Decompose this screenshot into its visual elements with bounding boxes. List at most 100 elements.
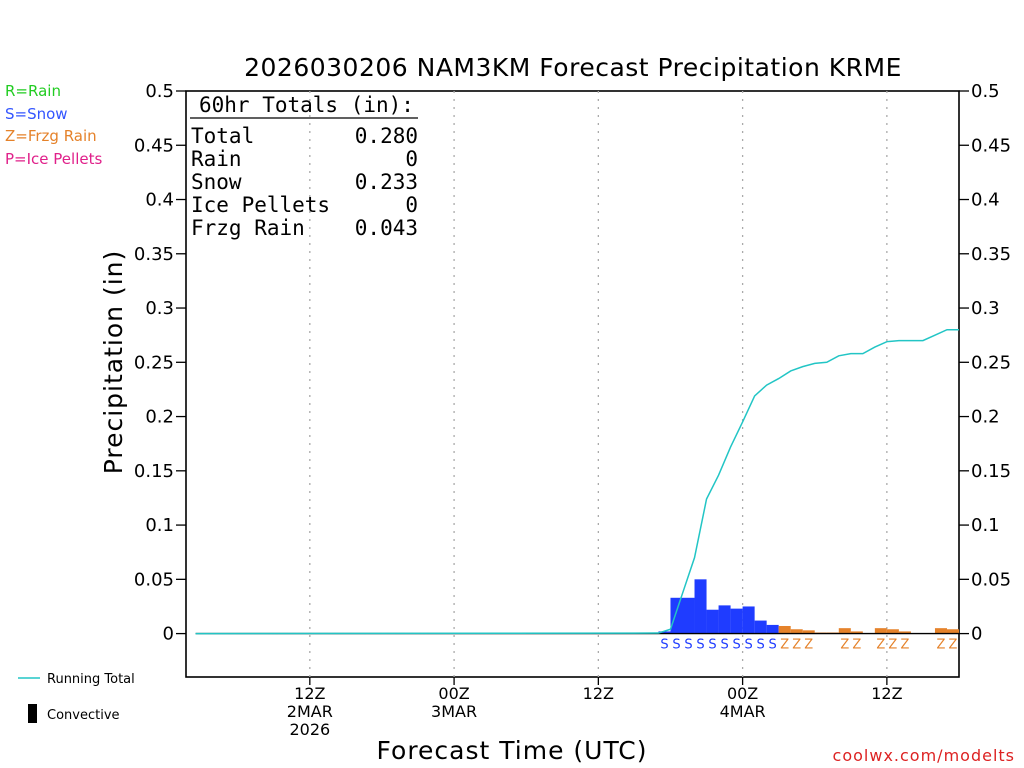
bar-frzg-rain (874, 628, 887, 634)
ptype-legend-snow: S=Snow (5, 105, 68, 123)
totals-value-frzg: 0.043 (355, 216, 418, 240)
ptype-marker: S (732, 638, 740, 653)
totals-value-pellets: 0 (405, 193, 418, 217)
y-tick-label-left: 0.5 (145, 81, 174, 102)
y-tick-label-right: 0.1 (971, 515, 1000, 536)
ptype-legend-rain: R=Rain (5, 82, 61, 100)
totals-value-snow: 0.233 (355, 170, 418, 194)
ptype-marker: S (744, 638, 752, 653)
running-total-line (195, 328, 959, 635)
ptype-marker: Z (900, 638, 909, 653)
bar-snow (706, 609, 719, 634)
y-tick-label-right: 0.05 (971, 569, 1011, 590)
y-axis-ticks: 0.5 0.5 0.45 0.45 0.4 0.4 0.35 0.35 0.3 0.3 0.25 0.… (134, 81, 1011, 645)
chart-title: 2026030206 NAM3KM Forecast Precipitation… (244, 53, 902, 82)
x-tick-label: 2MAR (287, 702, 333, 721)
y-tick-label-left: 0.2 (145, 407, 174, 428)
y-tick-label-right: 0.2 (971, 407, 1000, 428)
bar-snow (682, 597, 695, 634)
ptype-marker: S (769, 638, 777, 653)
ptype-marker: S (720, 638, 728, 653)
ptype-legend: R=Rain S=Snow Z=Frzg Rain P=Ice Pellets (5, 82, 102, 168)
y-tick-label-right: 0.45 (971, 135, 1011, 156)
y-tick-label-right: 0.3 (971, 298, 1000, 319)
bar-frzg-rain (898, 631, 911, 634)
plot-frame (185, 90, 960, 678)
y-tick-label-right: 0.25 (971, 352, 1011, 373)
bar-frzg-rain (946, 629, 959, 634)
totals-header: 60hr Totals (in): (199, 93, 414, 117)
bar-frzg-rain (802, 630, 815, 634)
y-tick-label-left: 0.35 (134, 244, 174, 265)
bottom-legend: Running Total Convective (18, 672, 135, 723)
ptype-marker: Z (888, 638, 897, 653)
y-tick-label-left: 0.1 (145, 515, 174, 536)
x-tick-label: 2026 (289, 720, 330, 739)
x-tick-label: 00Z (438, 684, 469, 703)
totals-label-pellets: Ice Pellets (191, 193, 330, 217)
bar-snow (754, 620, 767, 634)
bar-snow (730, 608, 743, 634)
bar-frzg-rain (934, 628, 947, 634)
x-tick-label: 12Z (583, 684, 614, 703)
bar-snow (694, 579, 707, 634)
totals-value-total: 0.280 (355, 124, 418, 148)
y-tick-label-right: 0 (971, 624, 982, 645)
ptype-marker: S (684, 638, 692, 653)
y-tick-label-left: 0 (163, 624, 174, 645)
ptype-marker: Z (876, 638, 885, 653)
ptype-legend-pellets: P=Ice Pellets (5, 150, 102, 168)
ptype-marker: S (660, 638, 668, 653)
y-tick-label-left: 0.05 (134, 569, 174, 590)
gridlines (309, 91, 888, 677)
x-tick-label: 00Z (727, 684, 758, 703)
ptype-marker: Z (949, 638, 958, 653)
ptype-marker: S (708, 638, 716, 653)
totals-box: 60hr Totals (in): Total 0.280 Rain 0 Sno… (190, 93, 418, 240)
ptype-marker: Z (937, 638, 946, 653)
bar-snow (658, 631, 671, 634)
y-tick-label-left: 0.3 (145, 298, 174, 319)
ptype-marker: Z (852, 638, 861, 653)
bar-frzg-rain (778, 625, 791, 634)
ptype-marker: S (757, 638, 765, 653)
totals-value-rain: 0 (405, 147, 418, 171)
y-tick-label-right: 0.35 (971, 244, 1011, 265)
y-tick-label-right: 0.15 (971, 461, 1011, 482)
bar-snow (766, 624, 779, 634)
ptype-marker: Z (804, 638, 813, 653)
bar-frzg-rain (838, 628, 851, 634)
ptype-marker: Z (792, 638, 801, 653)
bar-frzg-rain (850, 631, 863, 634)
y-tick-label-right: 0.5 (971, 81, 1000, 102)
y-axis-label: Precipitation (in) (99, 250, 128, 475)
ptype-marker: S (696, 638, 704, 653)
ptype-marker: Z (840, 638, 849, 653)
bar-frzg-rain (790, 629, 803, 634)
y-tick-label-left: 0.25 (134, 352, 174, 373)
convective-swatch (28, 704, 37, 723)
bar-snow (742, 606, 755, 634)
ptype-marker: S (672, 638, 680, 653)
bar-snow (670, 597, 683, 634)
y-tick-label-right: 0.4 (971, 190, 1000, 211)
x-tick-label: 12Z (294, 684, 325, 703)
y-tick-label-left: 0.45 (134, 135, 174, 156)
ptype-legend-frzg: Z=Frzg Rain (5, 127, 97, 145)
convective-legend-label: Convective (47, 708, 120, 723)
totals-label-frzg: Frzg Rain (191, 216, 305, 240)
totals-label-rain: Rain (191, 147, 242, 171)
y-tick-label-left: 0.15 (134, 461, 174, 482)
x-axis-label: Forecast Time (UTC) (377, 736, 648, 765)
x-tick-label: 4MAR (720, 702, 766, 721)
credit-text[interactable]: coolwx.com/modelts (833, 746, 1015, 765)
totals-label-snow: Snow (191, 170, 242, 194)
running-total-legend-label: Running Total (47, 672, 135, 687)
ptype-marker: Z (780, 638, 789, 653)
x-tick-label: 3MAR (431, 702, 477, 721)
y-tick-label-left: 0.4 (145, 190, 174, 211)
x-tick-label: 12Z (871, 684, 902, 703)
precip-bars (658, 579, 959, 634)
